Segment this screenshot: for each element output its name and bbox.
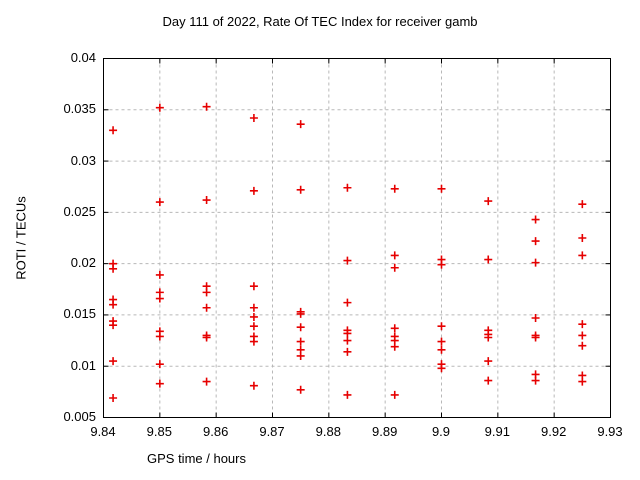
data-point-marker	[202, 333, 211, 342]
y-axis-label: ROTI / TECUs	[13, 196, 29, 280]
data-point-marker	[249, 322, 258, 331]
data-point-marker	[343, 256, 352, 265]
data-point-marker	[249, 186, 258, 195]
data-point-marker	[249, 381, 258, 390]
data-point-marker	[155, 332, 164, 341]
data-point-marker	[343, 329, 352, 338]
data-point-marker	[531, 376, 540, 385]
data-point-marker	[202, 196, 211, 205]
data-point-marker	[155, 379, 164, 388]
data-point-marker	[437, 364, 446, 373]
data-point-marker	[155, 360, 164, 369]
data-point-marker	[484, 333, 493, 342]
data-point-marker	[202, 303, 211, 312]
data-point-marker	[531, 258, 540, 267]
data-point-marker	[343, 347, 352, 356]
data-point-marker	[484, 357, 493, 366]
y-tick-label: 0.005	[63, 409, 96, 424]
x-tick-label: 9.93	[597, 424, 623, 439]
x-axis-label: GPS time / hours	[147, 451, 246, 466]
data-point-marker	[109, 321, 118, 330]
data-point-marker	[296, 385, 305, 394]
x-tick-label: 9.88	[315, 424, 341, 439]
x-tick-label: 9.86	[203, 424, 229, 439]
data-point-marker	[249, 303, 258, 312]
data-point-marker	[296, 351, 305, 360]
data-point-marker	[531, 215, 540, 224]
data-point-marker	[390, 324, 399, 333]
y-tick-label: 0.02	[70, 255, 96, 271]
data-point-marker	[531, 333, 540, 342]
data-point-marker	[109, 357, 118, 366]
data-point-marker	[390, 342, 399, 351]
data-point-marker	[484, 197, 493, 206]
data-point-marker	[296, 120, 305, 129]
data-point-marker	[109, 394, 118, 403]
data-point-marker	[155, 103, 164, 112]
data-point-marker	[390, 263, 399, 272]
y-tick-label: 0.01	[70, 357, 96, 373]
data-point-marker	[390, 184, 399, 193]
data-point-marker	[202, 102, 211, 111]
data-point-marker	[109, 300, 118, 309]
data-point-marker	[531, 237, 540, 246]
y-tick-label: 0.03	[70, 152, 96, 168]
data-point-marker	[578, 234, 587, 242]
data-point-marker	[343, 336, 352, 345]
data-point-marker	[343, 390, 352, 399]
data-point-marker	[296, 185, 305, 194]
data-point-marker	[531, 314, 540, 323]
data-point-marker	[155, 294, 164, 303]
data-point-marker	[578, 341, 587, 350]
x-tick-label: 9.92	[541, 424, 567, 439]
plot-border	[103, 58, 611, 418]
data-point-marker	[437, 184, 446, 193]
data-point-marker	[437, 337, 446, 346]
data-point-marker	[578, 377, 587, 386]
data-point-marker	[343, 298, 352, 307]
data-point-marker	[437, 322, 446, 331]
data-point-marker	[109, 126, 118, 135]
x-tick-label: 9.89	[372, 424, 398, 439]
data-point-marker	[155, 198, 164, 207]
data-point-marker	[578, 320, 587, 329]
data-point-marker	[296, 323, 305, 332]
x-tick-label: 9.91	[484, 424, 510, 439]
data-point-marker	[296, 309, 305, 318]
chart-title: Day 111 of 2022, Rate Of TEC Index for r…	[162, 14, 478, 29]
data-point-marker	[249, 282, 258, 291]
data-point-marker	[437, 260, 446, 269]
data-point-marker	[249, 312, 258, 321]
data-point-marker	[249, 113, 258, 122]
data-point-marker	[343, 183, 352, 192]
data-point-marker	[296, 337, 305, 346]
data-point-marker	[578, 251, 587, 260]
y-tick-label: 0.04	[70, 50, 96, 65]
data-point-marker	[390, 251, 399, 260]
data-point-marker	[202, 288, 211, 297]
data-point-marker	[109, 264, 118, 273]
x-tick-label: 9.85	[146, 424, 172, 439]
data-point-marker	[484, 255, 493, 264]
x-tick-label: 9.84	[90, 424, 116, 439]
data-point-marker	[249, 337, 258, 346]
data-point-marker	[578, 200, 587, 209]
data-point-marker	[484, 376, 493, 385]
x-tick-label: 9.87	[259, 424, 285, 439]
data-point-marker	[578, 331, 587, 340]
data-point-marker	[437, 345, 446, 354]
plot-area	[103, 58, 611, 418]
y-tick-label: 0.015	[63, 306, 96, 322]
data-point-marker	[390, 390, 399, 399]
y-tick-label: 0.025	[63, 203, 96, 219]
y-tick-label: 0.035	[63, 101, 96, 117]
x-tick-label: 9.9	[431, 424, 451, 439]
data-point-marker	[202, 377, 211, 386]
data-point-marker	[155, 270, 164, 279]
